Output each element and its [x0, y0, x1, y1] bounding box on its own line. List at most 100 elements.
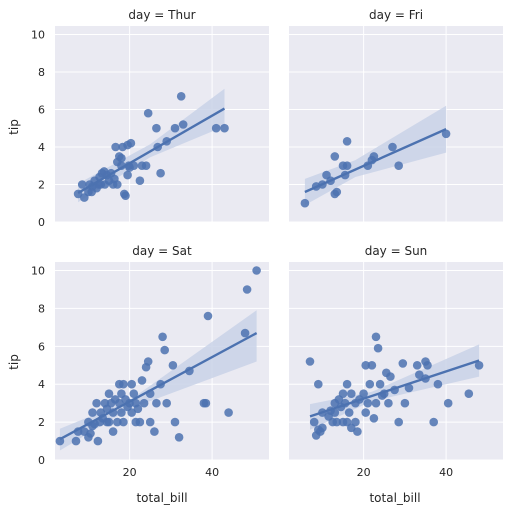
data-point [318, 423, 327, 433]
data-point [73, 189, 83, 199]
data-point [224, 408, 233, 417]
data-point [185, 366, 194, 376]
y-tick-label: 4 [38, 378, 45, 391]
panel-thur-title: day = Thur [128, 8, 195, 22]
data-point [379, 389, 389, 399]
data-point [86, 429, 95, 438]
data-point [108, 427, 118, 436]
data-point [371, 398, 381, 408]
data-point [127, 379, 136, 389]
data-point [152, 123, 161, 133]
data-point [203, 311, 213, 321]
data-point [55, 436, 65, 446]
data-point [162, 398, 171, 408]
data-point [340, 398, 350, 408]
data-point [415, 370, 424, 380]
data-point [386, 372, 395, 381]
y-tick-label: 2 [38, 178, 45, 191]
data-point [71, 436, 81, 446]
data-point [125, 398, 134, 408]
data-point [338, 389, 348, 399]
data-point [168, 361, 178, 370]
data-point [404, 383, 414, 393]
data-point [330, 152, 340, 161]
data-point [77, 180, 87, 189]
data-point [162, 137, 171, 146]
panel-sat-title: day = Sat [132, 244, 192, 258]
data-point [117, 408, 126, 417]
data-point [344, 408, 354, 417]
y-tick-label: 8 [38, 66, 45, 79]
data-point [342, 137, 352, 146]
data-point [394, 417, 404, 427]
data-point [318, 180, 327, 189]
panel-fri-points [300, 129, 451, 208]
data-point [423, 361, 432, 370]
data-point [252, 266, 261, 275]
data-point [135, 176, 145, 185]
data-point [126, 138, 136, 148]
data-point [443, 398, 453, 408]
data-point [367, 361, 377, 370]
data-point [104, 417, 114, 427]
data-point [332, 187, 342, 197]
data-point [326, 176, 335, 185]
data-point [394, 161, 404, 170]
data-point [474, 361, 484, 370]
data-point [347, 389, 356, 399]
data-point [174, 433, 184, 442]
x-tick-label: 20 [123, 466, 137, 479]
y-tick-labels: 0 2 4 6 8 10 0 2 4 6 8 10 [31, 28, 45, 467]
data-point [412, 361, 422, 370]
y-axis-label-top: tip [7, 119, 21, 135]
data-point [201, 398, 211, 408]
data-point [314, 379, 323, 389]
data-point [240, 328, 250, 338]
facet-thur: day = Thur [55, 8, 269, 223]
data-point [361, 408, 371, 417]
data-point [353, 427, 362, 436]
data-point [73, 427, 83, 436]
data-point [152, 398, 161, 408]
x-axis-label-right: total_bill [369, 491, 420, 505]
data-point [143, 108, 153, 118]
data-point [145, 389, 155, 399]
data-point [211, 123, 221, 133]
data-point [160, 345, 169, 355]
data-point [351, 417, 360, 427]
data-point [342, 161, 352, 170]
panel-sat-points [55, 266, 261, 446]
x-tick-labels: 20 40 20 40 [123, 466, 453, 479]
x-tick-label: 20 [357, 466, 371, 479]
data-point [300, 198, 310, 208]
data-point [113, 180, 122, 189]
y-tick-label: 6 [38, 103, 45, 116]
x-tick-label: 40 [439, 466, 453, 479]
y-tick-label: 10 [31, 265, 45, 278]
data-point [384, 398, 393, 408]
data-point [104, 389, 114, 399]
data-point [137, 376, 147, 385]
panel-sun-title: day = Sun [365, 244, 428, 258]
data-point [119, 417, 128, 427]
panel-thur-points [73, 92, 229, 202]
y-tick-label: 6 [38, 340, 45, 353]
y-tick-label: 0 [38, 454, 45, 467]
data-point [156, 168, 165, 178]
data-point [373, 343, 383, 353]
data-point [330, 408, 340, 417]
data-point [388, 142, 397, 152]
data-point [117, 153, 126, 163]
y-tick-label: 0 [38, 216, 45, 229]
data-point [93, 436, 103, 446]
data-point [340, 170, 350, 180]
data-point [156, 379, 165, 389]
data-point [371, 332, 381, 342]
data-point [121, 191, 130, 200]
panel-fri-title: day = Fri [369, 8, 423, 22]
data-point [318, 408, 327, 417]
data-point [129, 389, 139, 399]
data-point [178, 120, 188, 129]
data-point [108, 408, 118, 417]
data-point [129, 161, 139, 170]
